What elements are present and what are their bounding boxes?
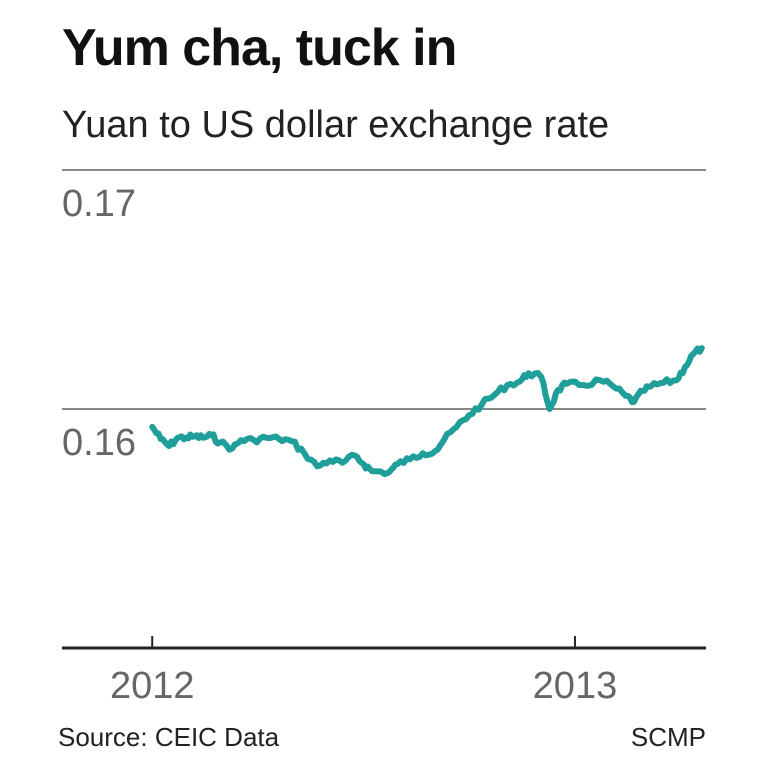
x-tick-label: 2013 [533, 665, 618, 707]
x-tick-label: 2012 [110, 665, 195, 707]
credit-note: SCMP [630, 722, 706, 752]
y-tick-label: 0.16 [62, 422, 136, 464]
chart-title: Yum cha, tuck in [62, 19, 457, 77]
y-tick-label: 0.17 [62, 183, 136, 225]
axis-ticks: 2012 2013 [110, 636, 617, 707]
chart-subtitle: Yuan to US dollar exchange rate [62, 104, 610, 146]
gridlines: 0.16 0.17 [62, 169, 706, 464]
source-note: Source: CEIC Data [58, 722, 280, 752]
exchange-rate-line [149, 345, 705, 478]
